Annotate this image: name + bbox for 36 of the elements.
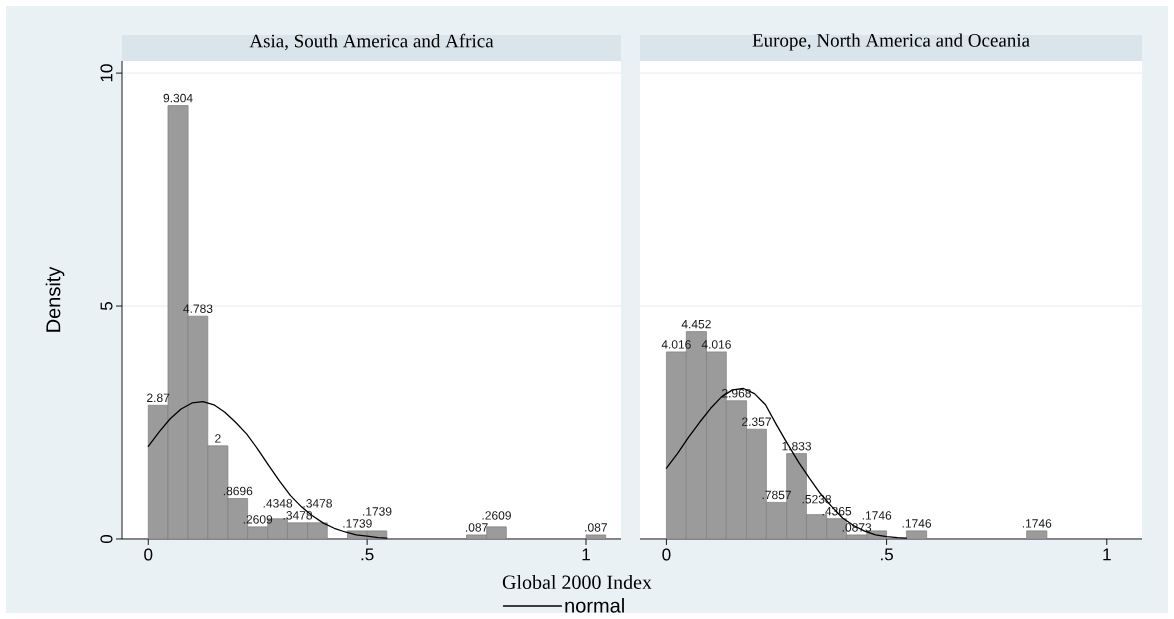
data-label: .1746 [862, 511, 892, 520]
data-label: .8696 [223, 486, 253, 496]
data-label: 2 [215, 434, 221, 443]
data-label: .1739 [363, 507, 392, 516]
data-label: .2609 [243, 515, 273, 524]
x-tick-label: 0 [144, 548, 153, 561]
data-label: 4.016 [661, 340, 691, 349]
chart-title: Asia, South America and Africa [249, 33, 494, 51]
data-label: .087 [585, 523, 607, 532]
x-tick-label: 1 [582, 548, 590, 561]
data-label: .7857 [762, 490, 791, 500]
y-tick-label: 0 [100, 534, 113, 544]
x-tick-label: 1 [1103, 548, 1111, 561]
data-label: 4.452 [681, 319, 711, 329]
data-label: 4.016 [701, 340, 731, 349]
x-tick-label: .5 [881, 548, 893, 561]
chart-title: Europe, North America and Oceania [752, 33, 1030, 51]
x-tick-label: .5 [361, 548, 374, 561]
y-axis-title: Density [45, 266, 65, 332]
data-label: .087 [465, 523, 488, 532]
data-label: .1746 [1022, 519, 1052, 528]
data-label: .1739 [343, 519, 372, 528]
data-label: 2.357 [742, 417, 771, 426]
data-label: .2609 [482, 511, 511, 520]
y-tick-label: 5 [100, 302, 113, 311]
data-label: 2.87 [147, 393, 170, 403]
x-tick-label: 0 [662, 548, 671, 561]
x-axis-title: Global 2000 Index [502, 574, 652, 590]
data-label: 9.304 [163, 93, 193, 103]
data-label: .3478 [303, 499, 332, 508]
data-label: .4348 [263, 499, 293, 508]
legend-label: normal [565, 597, 624, 613]
data-label: .3478 [283, 511, 313, 520]
y-tick-label: 10 [100, 64, 113, 82]
data-label: 4.783 [183, 304, 213, 313]
data-label: .1746 [902, 519, 932, 528]
